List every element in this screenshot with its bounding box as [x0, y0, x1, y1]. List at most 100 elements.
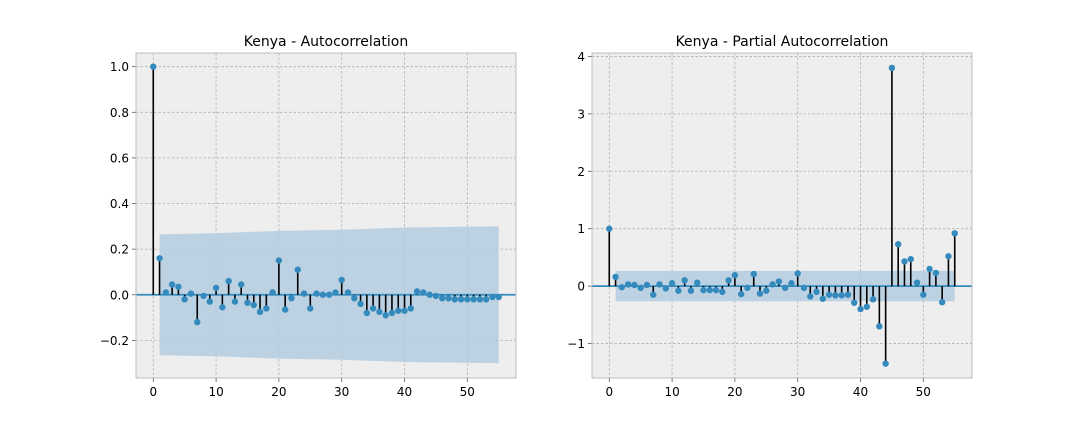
acf-point-lag-53 — [482, 296, 490, 303]
acf-point-lag-33 — [357, 300, 364, 308]
acf-point-lag-36 — [376, 308, 383, 316]
pacf-point-lag-2 — [618, 284, 626, 291]
acf-point-lag-18 — [263, 305, 270, 312]
pacf-point-lag-35 — [825, 291, 833, 298]
pacf-x-tick-label: 30 — [790, 385, 805, 399]
acf-point-lag-23 — [294, 266, 301, 273]
pacf-point-lag-6 — [643, 281, 651, 289]
acf-point-lag-27 — [319, 291, 327, 298]
acf-point-lag-32 — [351, 294, 358, 302]
pacf-point-lag-13 — [687, 287, 695, 294]
acf-point-lag-40 — [401, 307, 408, 314]
pacf-point-lag-30 — [794, 270, 801, 277]
acf-x-tick-label: 40 — [397, 385, 412, 399]
pacf-point-lag-45 — [888, 64, 896, 72]
pacf-point-lag-34 — [819, 295, 827, 302]
pacf-y-tick-label: 4 — [577, 50, 585, 64]
pacf-point-lag-52 — [932, 269, 940, 277]
pacf-y-tick-label: 0 — [577, 280, 585, 294]
acf-point-lag-29 — [332, 289, 339, 296]
acf-y-tick-label: 0.2 — [110, 243, 129, 257]
acf-panel: 0 10 20 30 40 50 −0.2 0.0 0.2 0.4 0.6 0.8 1.0 Kenya -… — [100, 34, 517, 399]
acf-point-lag-34 — [363, 309, 371, 317]
pacf-point-lag-44 — [882, 360, 889, 367]
pacf-point-lag-49 — [913, 279, 921, 286]
pacf-point-lag-9 — [662, 285, 670, 292]
acf-point-lag-30 — [338, 276, 345, 284]
pacf-point-lag-14 — [694, 279, 701, 286]
acf-chart-title: Kenya - Autocorrelation — [244, 34, 408, 50]
acf-point-lag-14 — [238, 281, 245, 288]
pacf-point-lag-17 — [712, 286, 720, 294]
pacf-point-lag-29 — [788, 280, 795, 287]
pacf-point-lag-53 — [938, 299, 946, 306]
acf-point-lag-39 — [395, 307, 402, 314]
pacf-x-tick-label: 0 — [605, 385, 613, 399]
acf-point-lag-6 — [187, 290, 195, 297]
pacf-panel: 0 10 20 30 40 50 −1 0 1 2 3 4 Kenya - Partial Autoco… — [567, 34, 973, 399]
acf-point-lag-24 — [300, 290, 308, 297]
acf-x-tick-label: 50 — [460, 385, 475, 399]
pacf-point-lag-37 — [838, 292, 845, 299]
pacf-x-tick-label: 10 — [664, 385, 679, 399]
acf-point-lag-25 — [307, 305, 314, 312]
acf-x-tick-label: 20 — [271, 385, 286, 399]
acf-point-lag-21 — [281, 306, 289, 313]
pacf-point-lag-50 — [920, 291, 927, 298]
pacf-point-lag-11 — [675, 287, 682, 294]
pacf-point-lag-8 — [656, 281, 663, 288]
acf-point-lag-28 — [325, 291, 333, 298]
pacf-point-lag-20 — [731, 272, 739, 279]
pacf-x-tick-label: 40 — [853, 385, 868, 399]
acf-point-lag-22 — [288, 294, 295, 302]
pacf-point-lag-47 — [901, 258, 908, 265]
acf-point-lag-44 — [426, 291, 433, 298]
acf-point-lag-9 — [206, 298, 214, 305]
acf-point-lag-7 — [194, 318, 201, 326]
pacf-point-lag-54 — [945, 253, 952, 260]
acf-point-lag-52 — [476, 296, 484, 303]
pacf-point-lag-22 — [744, 284, 751, 292]
acf-y-tick-label: 0.0 — [110, 288, 129, 302]
pacf-y-tick-label: −1 — [567, 337, 585, 351]
acf-point-lag-13 — [231, 298, 239, 305]
acf-point-lag-35 — [369, 305, 377, 312]
acf-point-lag-37 — [382, 312, 389, 319]
acf-point-lag-19 — [269, 289, 276, 296]
acf-point-lag-45 — [432, 292, 440, 300]
pacf-y-tick-label: 1 — [577, 222, 585, 236]
acf-y-tick-label: 1.0 — [110, 60, 129, 74]
pacf-point-lag-32 — [807, 293, 814, 300]
pacf-axes-frame — [591, 52, 973, 379]
acf-point-lag-48 — [451, 296, 458, 303]
acf-point-lag-55 — [495, 293, 502, 301]
pacf-point-lag-42 — [869, 296, 877, 303]
pacf-point-lag-46 — [894, 241, 902, 248]
pacf-point-lag-4 — [631, 281, 638, 289]
pacf-point-lag-7 — [650, 291, 657, 298]
acf-point-lag-47 — [445, 294, 452, 302]
pacf-point-lag-40 — [857, 305, 864, 313]
pacf-point-lag-18 — [719, 288, 726, 296]
acf-point-lag-38 — [388, 309, 396, 317]
acf-point-lag-4 — [175, 283, 182, 290]
pacf-point-lag-26 — [769, 281, 776, 288]
acf-point-lag-46 — [438, 294, 446, 302]
pacf-point-lag-36 — [832, 292, 839, 299]
pacf-y-tick-label: 2 — [577, 165, 585, 179]
pacf-point-lag-5 — [637, 284, 644, 292]
pacf-point-lag-12 — [681, 277, 688, 284]
acf-point-lag-1 — [156, 255, 163, 262]
pacf-point-lag-21 — [737, 290, 745, 298]
acf-point-lag-0 — [150, 63, 157, 70]
acf-point-lag-50 — [464, 296, 471, 303]
pacf-point-lag-3 — [624, 281, 632, 288]
acf-y-tick-label: 0.8 — [110, 106, 129, 120]
pacf-point-lag-33 — [813, 288, 820, 296]
pacf-point-lag-15 — [700, 286, 707, 294]
acf-point-lag-49 — [457, 296, 465, 303]
acf-y-tick-label: −0.2 — [100, 334, 129, 348]
acf-point-lag-26 — [313, 290, 320, 297]
pacf-point-lag-48 — [907, 255, 914, 263]
